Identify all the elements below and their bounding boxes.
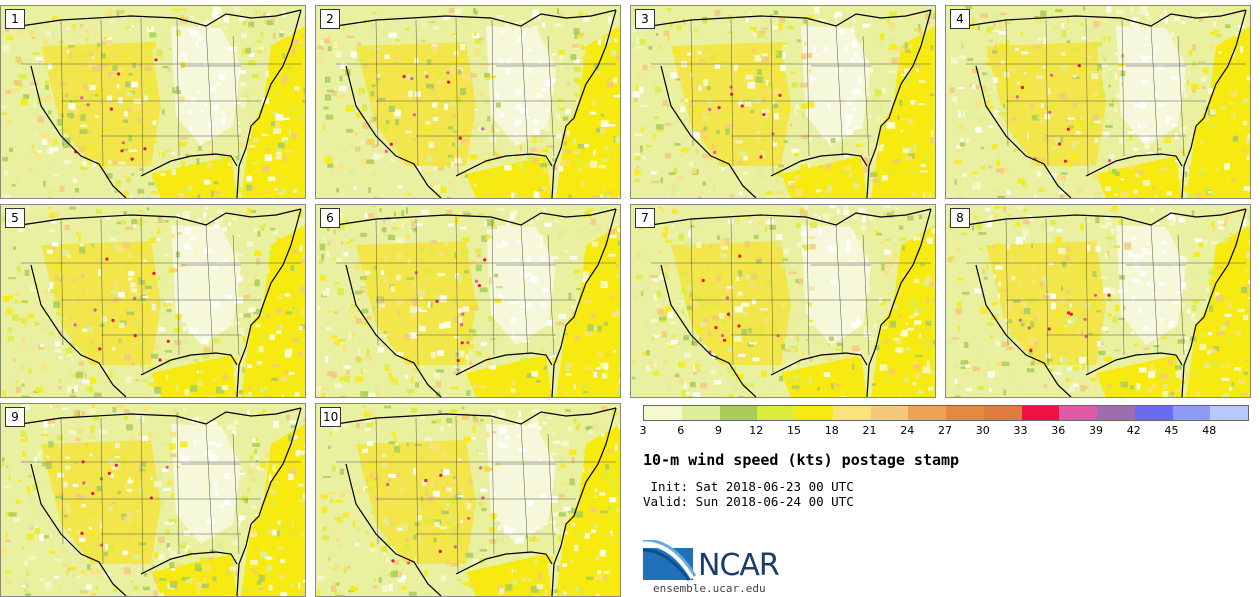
legend-tick-label: 27 — [938, 424, 952, 437]
ncar-wordmark: NCAR — [698, 548, 780, 583]
member-label: 4 — [950, 9, 970, 29]
legend-swatch — [832, 406, 871, 420]
legend-tick-label: 21 — [862, 424, 877, 437]
member-label: 2 — [320, 9, 340, 29]
wind-speed-map — [316, 6, 620, 198]
map-title: 10-m wind speed (kts) postage stamp — [643, 451, 960, 469]
wind-speed-map — [631, 6, 935, 198]
legend-swatch — [1172, 406, 1211, 420]
member-panel-4: 4 — [945, 5, 1251, 199]
legend-tick-label: 48 — [1202, 424, 1217, 437]
legend-tick-label: 30 — [975, 424, 990, 437]
member-panel-10: 10 — [315, 403, 621, 597]
member-label: 6 — [320, 208, 340, 228]
member-panel-9: 9 — [0, 403, 306, 597]
legend-swatch — [1021, 406, 1060, 420]
legend-swatch — [1134, 406, 1173, 420]
legend-tick-label: 15 — [787, 424, 801, 437]
legend-tick-label: 33 — [1013, 424, 1028, 437]
member-panel-2: 2 — [315, 5, 621, 199]
legend-tick-label: 9 — [715, 424, 722, 437]
member-panel-6: 6 — [315, 204, 621, 398]
legend-tick-label: 36 — [1051, 424, 1066, 437]
member-label: 10 — [320, 407, 342, 427]
wind-speed-map — [316, 205, 620, 397]
valid-time: Valid: Sun 2018-06-24 00 UTC — [643, 494, 854, 509]
member-panel-5: 5 — [0, 204, 306, 398]
legend-tick-label: 24 — [900, 424, 915, 437]
member-panel-3: 3 — [630, 5, 936, 199]
wind-speed-map — [946, 205, 1250, 397]
legend-tick-label: 39 — [1089, 424, 1103, 437]
wind-speed-map — [316, 404, 620, 596]
member-label: 7 — [635, 208, 655, 228]
legend-tick-label: 42 — [1126, 424, 1141, 437]
wind-speed-map — [631, 205, 935, 397]
legend-swatch — [1097, 406, 1135, 420]
legend-swatch — [1059, 406, 1097, 420]
legend-swatch — [1210, 406, 1248, 420]
legend-swatch — [946, 406, 984, 420]
init-time: Init: Sat 2018-06-23 00 UTC — [643, 479, 854, 494]
member-panel-7: 7 — [630, 204, 936, 398]
legend-tick-label: 45 — [1164, 424, 1179, 437]
legend-tick-label: 3 — [639, 424, 647, 437]
legend-swatch — [908, 406, 946, 420]
ncar-logo-icon — [643, 540, 697, 581]
legend-tick-label: 12 — [749, 424, 764, 437]
member-label: 3 — [635, 9, 655, 29]
member-label: 8 — [950, 208, 970, 228]
legend-swatch — [983, 406, 1022, 420]
legend-swatch — [795, 406, 833, 420]
legend-swatch — [870, 406, 909, 420]
wind-speed-map — [946, 6, 1250, 198]
member-label: 1 — [5, 9, 25, 29]
color-legend-ticks: 3 6 9 12 15 18 21 24 27 30 33 36 39 42 45 48 — [639, 424, 1247, 440]
wind-speed-map — [1, 205, 305, 397]
wind-speed-map — [1, 404, 305, 596]
member-label: 5 — [5, 208, 25, 228]
legend-swatch — [719, 406, 758, 420]
ensemble-url-link[interactable]: ensemble.ucar.edu — [653, 582, 766, 595]
legend-tick-label: 6 — [677, 424, 685, 437]
member-panel-1: 1 — [0, 5, 306, 199]
member-panel-8: 8 — [945, 204, 1251, 398]
wind-speed-map — [1, 6, 305, 198]
legend-swatch — [757, 406, 795, 420]
member-label: 9 — [5, 407, 25, 427]
legend-swatch — [644, 406, 682, 420]
legend-tick-label: 18 — [824, 424, 839, 437]
legend-swatch — [681, 406, 720, 420]
color-legend-bar — [643, 405, 1249, 421]
